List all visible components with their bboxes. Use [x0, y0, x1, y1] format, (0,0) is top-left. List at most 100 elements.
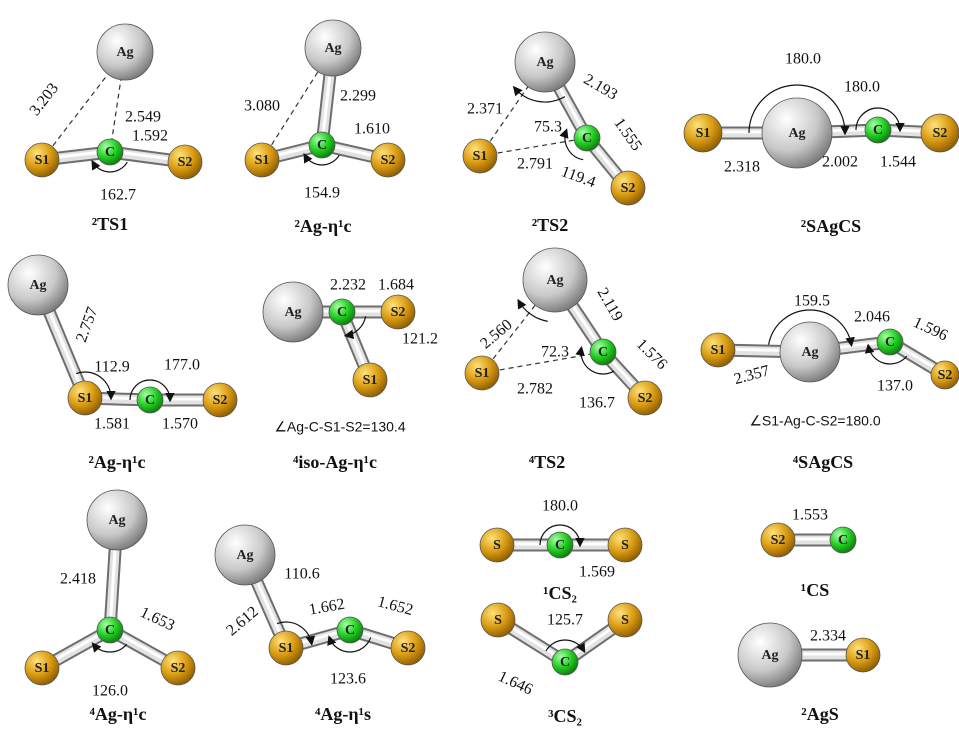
- caption: ²TS2: [532, 215, 568, 235]
- bond-length: 1.569: [579, 564, 615, 581]
- molecule-panel: AgS1CS23.0802.2991.610154.9²Ag-η¹c: [244, 20, 405, 236]
- bond-length: 1.576: [633, 336, 670, 373]
- bond-length: 3.203: [27, 80, 63, 119]
- atom-label: S1: [279, 641, 294, 656]
- atom-label: C: [582, 131, 592, 146]
- atom-label: Ag: [536, 55, 553, 70]
- atom-label: S2: [381, 153, 396, 168]
- atom-label: S2: [933, 126, 948, 141]
- caption: ⁴SAgCS: [793, 452, 853, 472]
- bond-length: 2.299: [340, 88, 376, 105]
- bond-angle: 137.0: [877, 378, 913, 395]
- bond-angle: 180.0: [785, 51, 821, 68]
- dihedral-note: ∠S1-Ag-C-S2=180.0: [749, 413, 880, 429]
- caption: ²TS1: [92, 214, 128, 234]
- atom-label: Ag: [324, 41, 341, 56]
- bond-length: 1.652: [376, 593, 415, 619]
- atom-label: C: [105, 145, 115, 160]
- bond-length: 1.581: [94, 416, 130, 433]
- bond-length: 1.570: [162, 416, 198, 433]
- bond-angle: 75.3: [534, 119, 562, 136]
- atom-label: Ag: [546, 273, 563, 288]
- molecule-panel: AgS1CS22.3712.1931.5552.79175.3119.4²TS2: [463, 32, 645, 235]
- bond-length: 2.002: [822, 154, 858, 171]
- atom-label: S1: [856, 648, 871, 663]
- atom-label: C: [317, 138, 327, 153]
- atom-label: C: [838, 533, 848, 548]
- caption: ¹CS: [801, 580, 829, 600]
- bond-length: 1.662: [308, 596, 346, 619]
- caption: ⁴Ag-η¹s: [315, 704, 371, 724]
- atom-label: S2: [771, 533, 786, 548]
- atom-label: C: [145, 393, 155, 408]
- atom-label: C: [105, 623, 115, 638]
- bond-angle: 154.9: [304, 185, 340, 202]
- bond-length: 2.232: [330, 277, 366, 294]
- bond-length: 2.757: [73, 305, 101, 345]
- bond-length: 2.318: [724, 159, 760, 176]
- bond-angle: 162.7: [100, 187, 136, 204]
- atom-label: S2: [171, 661, 186, 676]
- atom-label: S2: [391, 305, 406, 320]
- bond-angle: 72.3: [541, 344, 569, 361]
- molecule-panel: S1AgCS22.3572.0461.596159.5137.0∠S1-Ag-C…: [701, 293, 959, 472]
- bond-length: 1.684: [378, 277, 414, 294]
- bond-length: 2.782: [517, 381, 553, 398]
- bond-length: 2.193: [581, 71, 621, 104]
- atom-label: S1: [475, 366, 490, 381]
- atom-label: S2: [638, 391, 653, 406]
- atom-label: C: [555, 538, 565, 553]
- atom-label: S1: [711, 343, 726, 358]
- figure: AgS1CS23.2032.5491.592162.7²TS1AgS1CS23.…: [0, 0, 959, 731]
- molecule-panel: SCS1.646125.7³CS₂: [481, 603, 642, 726]
- atom-label: C: [873, 123, 883, 138]
- atom-label: S: [493, 538, 501, 553]
- atom-label: S2: [178, 155, 193, 170]
- atom-label: Ag: [236, 548, 253, 563]
- bond-length: 1.544: [880, 154, 916, 171]
- caption: ²AgS: [801, 704, 838, 724]
- molecule-panel: S2 C 1.553 ¹CS: [761, 507, 856, 600]
- bond-angle: 119.4: [559, 163, 598, 191]
- bond-angle: 136.7: [579, 395, 615, 412]
- atom-label: S: [494, 613, 502, 628]
- caption: ²Ag-η¹c: [89, 452, 146, 472]
- bond-angle: 180.0: [542, 498, 578, 515]
- atom-label: S1: [78, 391, 93, 406]
- atom-label: Ag: [284, 305, 301, 320]
- molecule-panel: SCS1.569180.0¹CS₂: [480, 498, 642, 603]
- bond-length: 2.371: [467, 101, 503, 118]
- atom-label: S1: [473, 149, 488, 164]
- bond-angle: 180.0: [844, 79, 880, 96]
- bond-angle: 126.0: [92, 683, 128, 700]
- caption: ¹CS₂: [543, 583, 577, 603]
- atom-label: C: [560, 655, 570, 670]
- caption: ⁴iso-Ag-η¹c: [293, 452, 377, 472]
- bond-length: 2.334: [810, 628, 846, 645]
- bond-angle: 110.6: [284, 566, 319, 583]
- atom-label: Ag: [108, 513, 125, 528]
- atom-label: S2: [213, 393, 228, 408]
- atom-label: S2: [938, 368, 953, 383]
- bond-length: 2.549: [125, 109, 161, 126]
- caption: ²SAgCS: [801, 216, 861, 236]
- bond-length: 1.646: [495, 668, 535, 699]
- atom-label: S1: [696, 126, 711, 141]
- bond-length: 2.560: [477, 316, 516, 352]
- atom-label: C: [885, 335, 895, 350]
- bond-length: 1.553: [792, 507, 828, 524]
- bond-length: 2.612: [223, 603, 262, 639]
- caption: ²Ag-η¹c: [295, 216, 352, 236]
- molecule-panel: AgS1CS22.6121.6621.652110.6123.6⁴Ag-η¹s: [215, 525, 425, 724]
- bond-length: 1.610: [354, 121, 390, 138]
- bond-angle: 112.9: [94, 359, 129, 376]
- atom-label: S1: [255, 153, 270, 168]
- atom-label: Ag: [788, 126, 805, 141]
- bond-length: 1.592: [132, 128, 168, 145]
- molecule-panel: AgS1CS22.5602.1191.5762.78272.3136.7⁴TS2: [465, 248, 670, 472]
- bond-length: 1.555: [610, 115, 645, 154]
- bond-length: 1.653: [137, 604, 177, 635]
- molecule-panel: AgS1CS22.4181.653126.0⁴Ag-η¹c: [25, 490, 195, 724]
- bond-length: 2.791: [517, 156, 553, 173]
